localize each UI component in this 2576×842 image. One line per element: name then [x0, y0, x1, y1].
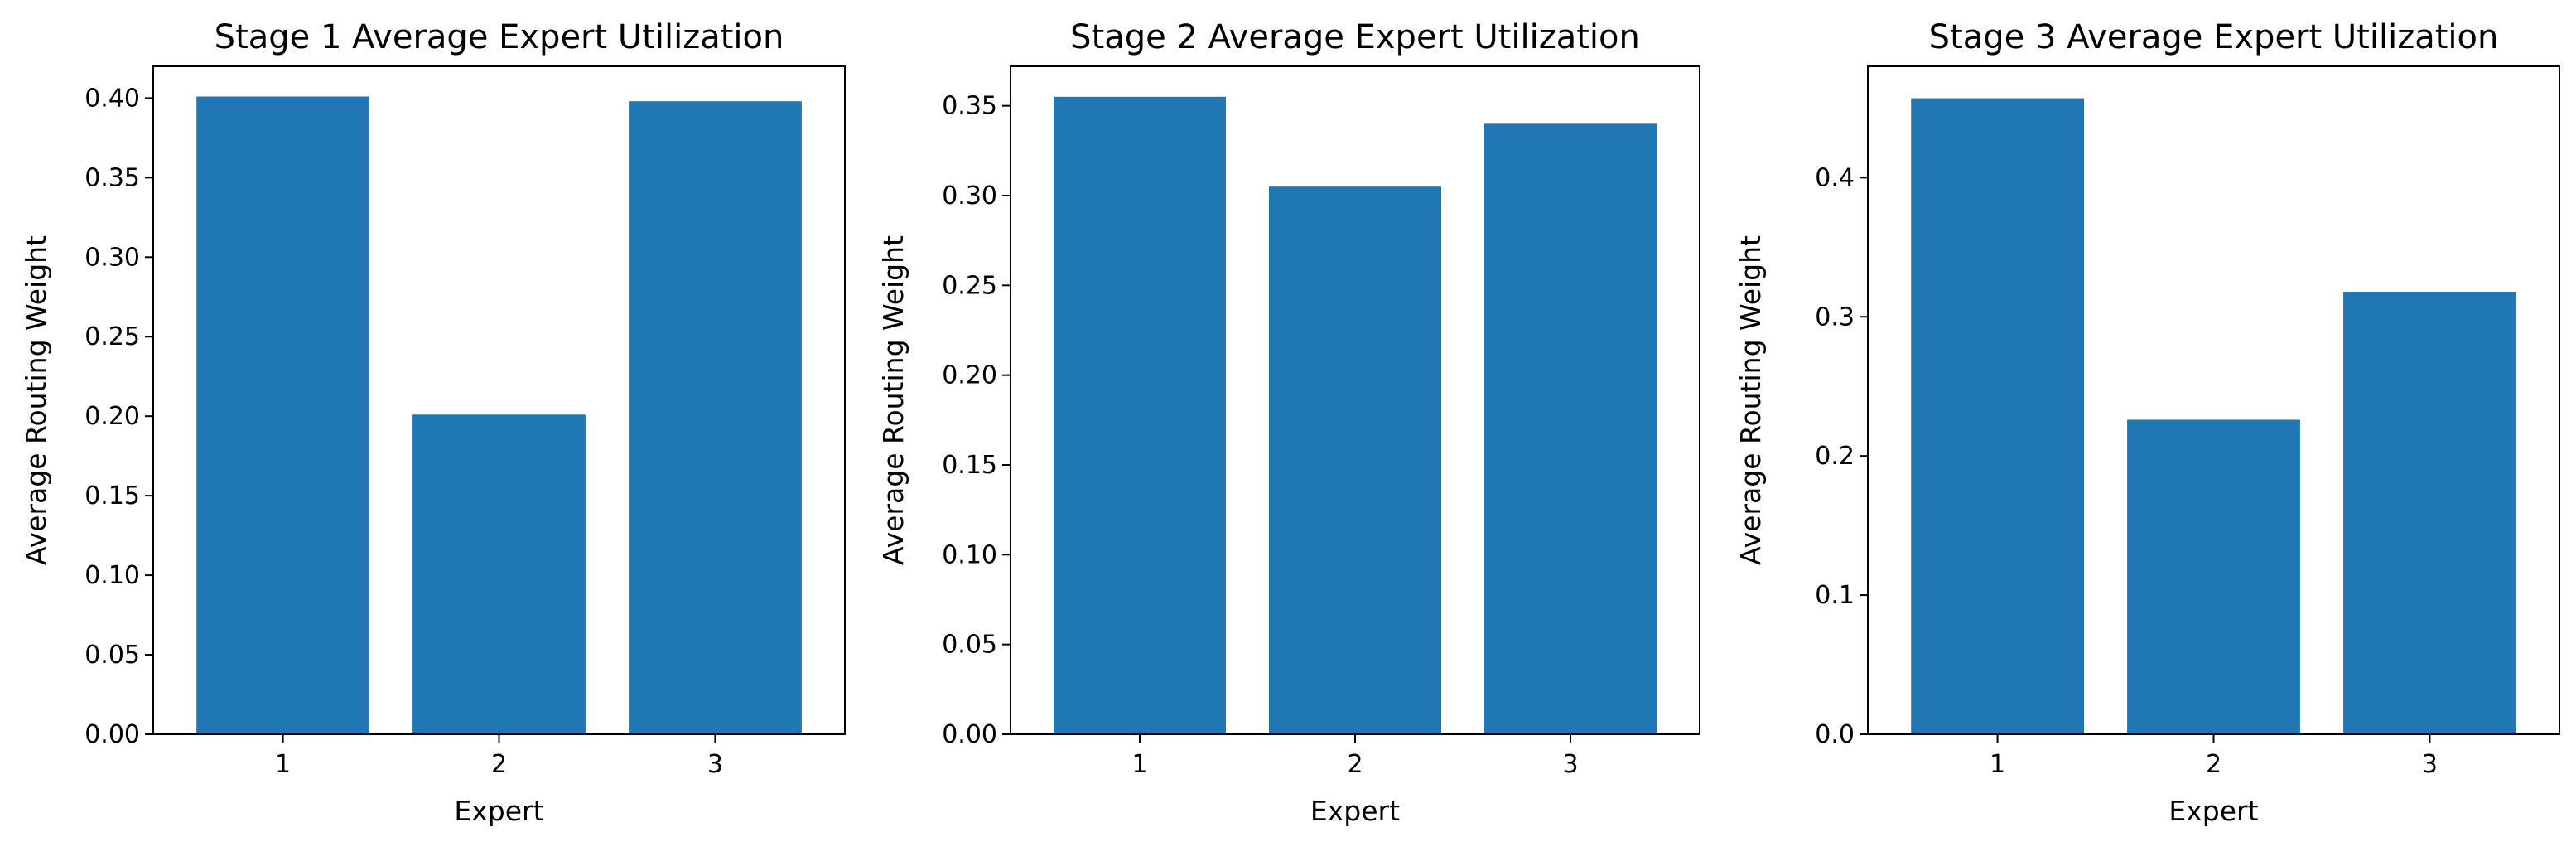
y-tick-label: 0.25	[942, 271, 997, 300]
y-tick-label: 0.15	[942, 451, 997, 480]
x-axis-label: Expert	[454, 795, 543, 827]
y-tick-label: 0.10	[84, 561, 140, 590]
y-tick-label: 0.15	[84, 481, 140, 511]
chart-1: 0.00 0.05 0.10 0.15 0.20 0.25 0.30 0.35 0.40 1 2 3 S…	[20, 18, 846, 827]
x-tick-label: 2	[1347, 750, 1363, 779]
y-axis-label: Average Routing Weight	[1734, 235, 1767, 565]
y-tick-label: 0.30	[84, 243, 140, 272]
y-tick-label: 0.3	[1815, 302, 1855, 331]
y-tick-label: 0.40	[84, 84, 140, 113]
y-tick-label: 0.30	[942, 181, 997, 210]
x-axis-label: Expert	[1310, 795, 1400, 827]
bar-expert-2	[412, 414, 586, 734]
y-tick-label: 0.00	[84, 720, 140, 749]
chart-title: Stage 3 Average Expert Utilization	[1929, 18, 2499, 56]
y-tick-label: 0.4	[1815, 163, 1855, 192]
y-tick-label: 0.35	[942, 92, 997, 121]
y-tick-label: 0.1	[1815, 581, 1855, 610]
x-tick-label: 3	[2422, 750, 2438, 779]
y-tick-label: 0.25	[84, 322, 140, 351]
y-tick-label: 0.0	[1815, 720, 1855, 749]
x-tick-label: 3	[707, 750, 723, 779]
chart-2: 0.00 0.05 0.10 0.15 0.20 0.25 0.30 0.35 1 2 3 Stage…	[877, 18, 1700, 827]
x-tick-label: 2	[2206, 750, 2221, 779]
bar-expert-2	[1269, 186, 1441, 734]
y-axis-label: Average Routing Weight	[20, 235, 52, 565]
y-tick-label: 0.05	[942, 631, 997, 660]
bar-expert-3	[1484, 123, 1657, 735]
x-tick-label: 3	[1562, 750, 1578, 779]
y-tick-label: 0.00	[942, 720, 997, 749]
chart-title: Stage 2 Average Expert Utilization	[1070, 18, 1640, 56]
x-axis-label: Expert	[2168, 795, 2258, 827]
bar-expert-1	[1054, 96, 1226, 735]
bar-expert-2	[2127, 419, 2300, 734]
y-tick-label: 0.10	[942, 540, 997, 569]
bar-expert-1	[1911, 98, 2084, 735]
x-tick-label: 1	[1131, 750, 1147, 779]
y-tick-label: 0.35	[84, 163, 140, 192]
x-tick-label: 1	[1990, 750, 2005, 779]
y-tick-label: 0.05	[84, 641, 140, 670]
bar-expert-3	[629, 101, 802, 734]
y-tick-label: 0.2	[1815, 442, 1855, 471]
y-axis-label: Average Routing Weight	[877, 235, 909, 565]
chart-title: Stage 1 Average Expert Utilization	[215, 18, 784, 56]
bar-expert-1	[196, 96, 369, 734]
chart-3: 0.0 0.1 0.2 0.3 0.4 1 2 3 Stage 3 Average Expert…	[1734, 18, 2560, 827]
y-tick-label: 0.20	[942, 361, 997, 390]
y-tick-label: 0.20	[84, 402, 140, 431]
x-tick-label: 2	[491, 750, 507, 779]
x-tick-label: 1	[275, 750, 291, 779]
bar-expert-3	[2343, 292, 2516, 734]
